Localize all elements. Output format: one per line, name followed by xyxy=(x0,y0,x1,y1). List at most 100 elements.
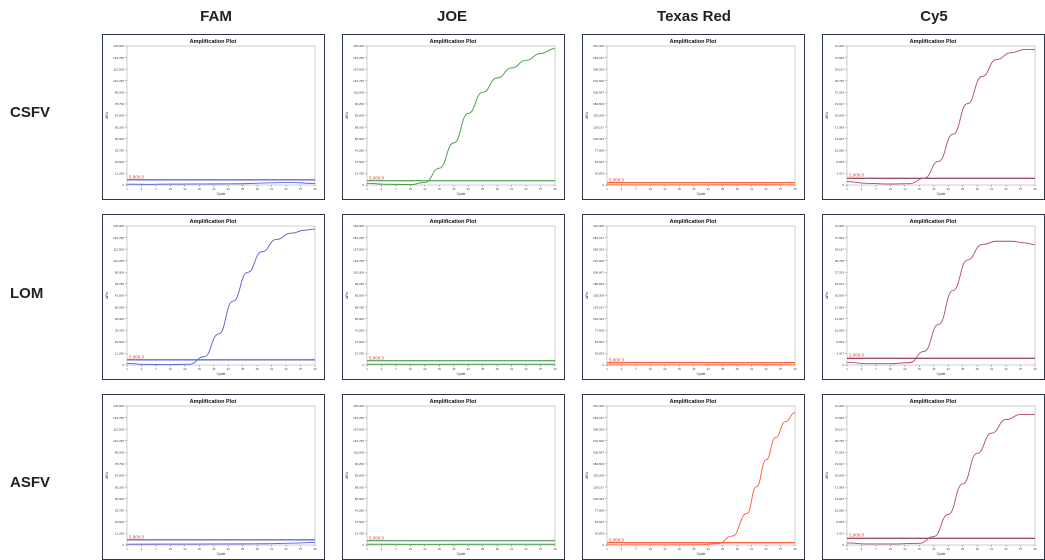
row-header-lom: LOM xyxy=(10,285,90,302)
column-header-texas-red: Texas Red xyxy=(624,8,764,25)
x-tick-label: 7 xyxy=(395,547,397,551)
x-tick-label: 16 xyxy=(198,367,202,371)
x-tick-label: 40 xyxy=(793,367,797,371)
x-tick-label: 19 xyxy=(932,367,936,371)
x-tick-label: 16 xyxy=(198,547,202,551)
y-tick-label: 13,667 xyxy=(835,317,845,321)
plot-title: Amplification Plot xyxy=(190,399,237,405)
x-tick-label: 37 xyxy=(539,367,543,371)
threshold-label: 5,000.0 xyxy=(609,357,625,362)
x-tick-label: 25 xyxy=(721,547,725,551)
y-tick-label: 165,000 xyxy=(353,44,364,48)
x-tick-label: 25 xyxy=(481,547,485,551)
x-axis-label: Cycle xyxy=(217,192,226,196)
y-tick-label: 33,750 xyxy=(115,328,125,332)
y-tick-label: 110,000 xyxy=(353,91,364,95)
y-tick-label: 41,250 xyxy=(355,508,365,512)
plot-title: Amplification Plot xyxy=(430,399,477,405)
y-tick-label: 103,333 xyxy=(593,497,604,501)
x-tick-label: 34 xyxy=(765,187,769,191)
y-tick-label: 20,500 xyxy=(835,474,845,478)
y-axis-label: ΔRn xyxy=(825,292,829,299)
x-axis-label: Cycle xyxy=(457,192,466,196)
x-tick-label: 37 xyxy=(299,367,303,371)
x-tick-label: 7 xyxy=(635,187,637,191)
x-tick-label: 1 xyxy=(846,547,848,551)
amplification-plot-svg: Amplification Plot03,4176,83310,25013,66… xyxy=(823,395,1043,558)
x-tick-label: 19 xyxy=(452,367,456,371)
y-tick-label: 3,417 xyxy=(836,352,844,356)
x-tick-label: 10 xyxy=(169,187,173,191)
x-tick-label: 37 xyxy=(1019,187,1023,191)
y-tick-label: 0 xyxy=(362,183,364,187)
x-tick-label: 16 xyxy=(438,367,442,371)
threshold-label: 2,000.0 xyxy=(849,173,865,178)
threshold-label: 5,000.0 xyxy=(369,535,385,540)
y-tick-label: 13,750 xyxy=(355,352,365,356)
column-header-cy5: Cy5 xyxy=(864,8,1004,25)
y-tick-label: 165,000 xyxy=(353,404,364,408)
x-axis-label: Cycle xyxy=(457,552,466,556)
amplification-plot-svg: Amplification Plot011,25022,50033,75045,… xyxy=(103,215,323,378)
x-tick-label: 28 xyxy=(976,547,980,551)
y-tick-label: 101,250 xyxy=(113,79,124,83)
x-tick-label: 19 xyxy=(452,187,456,191)
y-tick-label: 23,917 xyxy=(835,462,845,466)
y-tick-label: 137,500 xyxy=(353,247,364,251)
x-tick-label: 22 xyxy=(227,547,231,551)
x-tick-label: 16 xyxy=(918,547,922,551)
amplification-plot-svg: Amplification Plot011,25022,50033,75045,… xyxy=(103,395,323,558)
x-tick-label: 34 xyxy=(285,187,289,191)
x-tick-label: 40 xyxy=(313,547,317,551)
x-axis-label: Cycle xyxy=(457,372,466,376)
y-tick-label: 110,000 xyxy=(353,271,364,275)
y-tick-label: 82,500 xyxy=(355,294,365,298)
y-tick-label: 96,250 xyxy=(355,462,365,466)
x-tick-label: 19 xyxy=(692,367,696,371)
x-axis-label: Cycle xyxy=(937,192,946,196)
x-tick-label: 34 xyxy=(1005,547,1009,551)
row-header-asfv: ASFV xyxy=(10,474,90,491)
x-tick-label: 16 xyxy=(438,547,442,551)
x-tick-label: 4 xyxy=(141,367,143,371)
plot-area xyxy=(127,46,315,185)
threshold-label: 2,000.0 xyxy=(849,533,865,538)
y-tick-label: 180,833 xyxy=(593,462,604,466)
y-tick-label: 310,000 xyxy=(593,44,604,48)
y-tick-label: 90,000 xyxy=(115,451,125,455)
y-tick-label: 82,500 xyxy=(355,114,365,118)
y-tick-label: 0 xyxy=(842,363,844,367)
x-tick-label: 34 xyxy=(1005,367,1009,371)
threshold-label: 5,000.0 xyxy=(369,175,385,180)
x-tick-label: 25 xyxy=(241,187,245,191)
y-tick-label: 68,750 xyxy=(355,485,365,489)
y-tick-label: 110,000 xyxy=(353,451,364,455)
x-tick-label: 7 xyxy=(155,367,157,371)
y-tick-label: 151,250 xyxy=(353,236,364,240)
y-tick-label: 34,167 xyxy=(835,247,845,251)
amplification-plot-svg: Amplification Plot025,83351,66777,500103… xyxy=(583,35,803,198)
amplification-plot-svg: Amplification Plot013,75027,50041,25055,… xyxy=(343,215,563,378)
y-tick-label: 137,500 xyxy=(353,67,364,71)
x-tick-label: 31 xyxy=(990,547,994,551)
x-tick-label: 34 xyxy=(525,187,529,191)
plot-area xyxy=(607,46,795,185)
x-tick-label: 1 xyxy=(846,187,848,191)
y-tick-label: 0 xyxy=(362,543,364,547)
x-tick-label: 22 xyxy=(707,187,711,191)
x-tick-label: 37 xyxy=(1019,367,1023,371)
y-tick-label: 6,833 xyxy=(836,160,844,164)
x-tick-label: 37 xyxy=(299,187,303,191)
x-tick-label: 25 xyxy=(961,367,965,371)
y-tick-label: 101,250 xyxy=(113,259,124,263)
y-tick-label: 0 xyxy=(842,183,844,187)
y-tick-label: 41,000 xyxy=(835,224,845,228)
row-header-csfv: CSFV xyxy=(10,104,90,121)
x-tick-label: 40 xyxy=(553,187,557,191)
y-tick-label: 10,250 xyxy=(835,508,845,512)
y-tick-label: 56,250 xyxy=(115,485,125,489)
y-tick-label: 33,750 xyxy=(115,508,125,512)
